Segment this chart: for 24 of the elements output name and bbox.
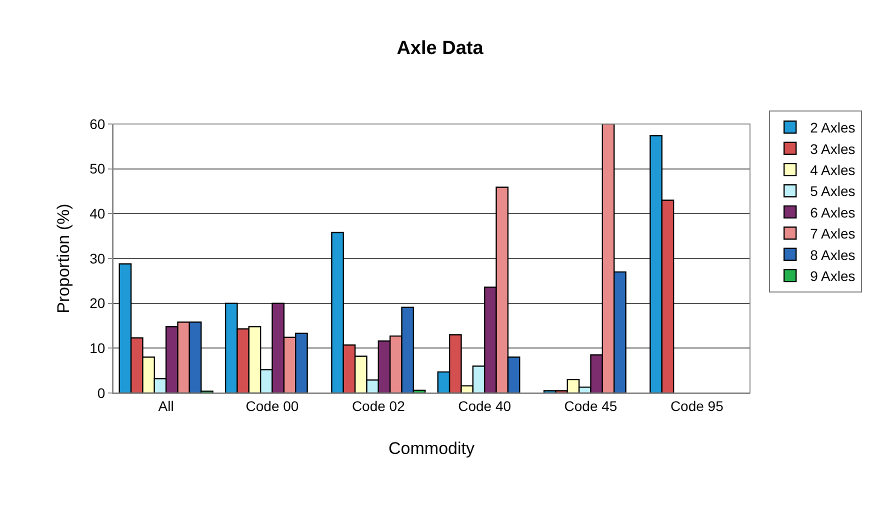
legend-label: 4 Axles — [810, 162, 856, 178]
y-tick-label: 30 — [90, 250, 106, 266]
legend-label: 9 Axles — [810, 268, 856, 284]
x-tick-label: Code 95 — [670, 398, 724, 414]
x-tick-label: Code 40 — [458, 398, 512, 414]
legend-label: 6 Axles — [810, 204, 856, 220]
y-tick-label: 60 — [90, 116, 106, 132]
y-tick-label: 50 — [90, 160, 106, 177]
y-tick-label: 10 — [90, 340, 106, 356]
x-tick-label: All — [158, 398, 174, 414]
legend-label: 5 Axles — [810, 183, 856, 200]
y-axis-title: Proportion (%) — [54, 204, 73, 314]
legend-label: 7 Axles — [810, 226, 856, 242]
chart-title: Axle Data — [396, 38, 484, 59]
legend-label: 2 Axles — [810, 120, 856, 136]
x-tick-label: Code 45 — [564, 398, 618, 414]
y-tick-label: 0 — [97, 384, 106, 401]
x-axis-title: Commodity — [388, 439, 475, 458]
x-tick-label: Code 02 — [352, 398, 406, 414]
legend-label: 3 Axles — [810, 140, 856, 157]
y-tick-label: 40 — [90, 206, 106, 222]
legend-label: 8 Axles — [810, 246, 856, 263]
x-tick-label: Code 00 — [246, 398, 299, 414]
y-tick-label: 20 — [90, 295, 106, 312]
